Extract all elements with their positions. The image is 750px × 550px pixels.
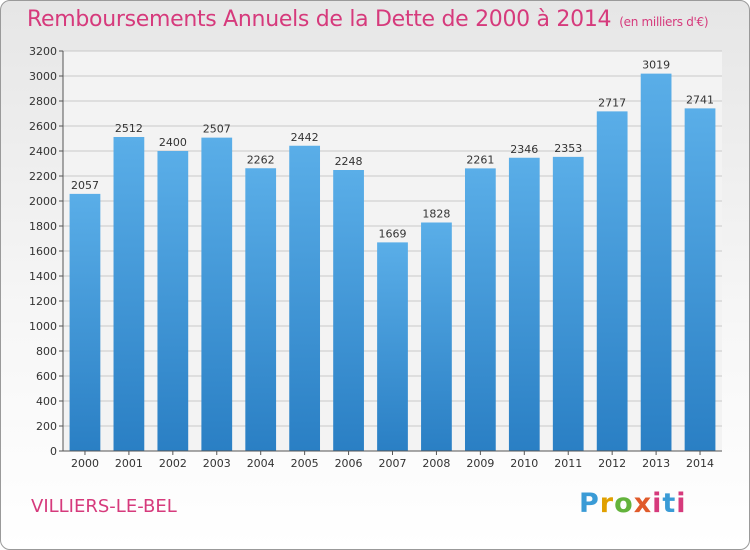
bar: [421, 222, 452, 451]
logo-letter: t: [662, 488, 677, 519]
bar: [508, 157, 540, 451]
logo-letter: i: [676, 488, 687, 519]
y-tick-label: 400: [36, 395, 57, 408]
bar: [289, 145, 321, 451]
y-tick-label: 2600: [29, 120, 57, 133]
y-tick-label: 1400: [29, 270, 57, 283]
bar: [201, 137, 233, 451]
bar: [113, 137, 145, 451]
bar: [640, 73, 672, 451]
y-tick-label: 0: [50, 445, 57, 458]
proxiti-logo: Proxiti: [579, 488, 687, 519]
data-label: 1828: [422, 208, 450, 221]
data-label: 2442: [291, 131, 319, 144]
data-label: 2057: [71, 179, 99, 192]
bar: [69, 193, 101, 451]
x-tick-label: 2008: [422, 457, 450, 470]
x-tick-label: 2012: [598, 457, 626, 470]
data-label: 2400: [159, 136, 187, 149]
x-tick-label: 2013: [642, 457, 670, 470]
logo-letter: o: [614, 488, 634, 519]
bar: [684, 108, 716, 451]
logo-letter: i: [652, 488, 663, 519]
x-tick-label: 2007: [379, 457, 407, 470]
y-tick-label: 3200: [29, 45, 57, 58]
data-label: 2248: [335, 155, 363, 168]
y-tick-label: 600: [36, 370, 57, 383]
y-tick-label: 2200: [29, 170, 57, 183]
y-tick-label: 2400: [29, 145, 57, 158]
x-tick-label: 2001: [115, 457, 143, 470]
bar: [552, 156, 584, 451]
bar: [245, 168, 277, 451]
x-tick-label: 2014: [686, 457, 714, 470]
x-tick-label: 2006: [335, 457, 363, 470]
data-label: 2741: [686, 93, 714, 106]
data-label: 2717: [598, 96, 626, 109]
y-tick-label: 1600: [29, 245, 57, 258]
bar: [377, 242, 408, 451]
data-label: 2507: [203, 123, 231, 136]
y-tick-label: 800: [36, 345, 57, 358]
chart-title-text: Remboursements Annuels de la Dette de 20…: [27, 7, 612, 32]
x-tick-label: 2000: [71, 457, 99, 470]
y-tick-label: 2000: [29, 195, 57, 208]
x-tick-label: 2011: [554, 457, 582, 470]
bar: [157, 151, 189, 451]
x-tick-label: 2005: [291, 457, 319, 470]
city-name: VILLIERS-LE-BEL: [31, 496, 177, 517]
y-tick-label: 2800: [29, 95, 57, 108]
data-label: 2262: [247, 153, 275, 166]
data-label: 2261: [466, 153, 494, 166]
x-tick-label: 2004: [247, 457, 275, 470]
logo-letter: P: [579, 488, 600, 519]
y-tick-label: 1000: [29, 320, 57, 333]
y-tick-label: 1800: [29, 220, 57, 233]
x-tick-label: 2002: [159, 457, 187, 470]
y-tick-label: 1200: [29, 295, 57, 308]
logo-letter: x: [633, 488, 653, 519]
data-label: 1669: [379, 227, 407, 240]
chart-unit-note: (en milliers d'€): [619, 15, 709, 29]
x-tick-label: 2010: [510, 457, 538, 470]
bar: [464, 168, 496, 451]
y-tick-label: 3000: [29, 70, 57, 83]
data-label: 2353: [554, 142, 582, 155]
logo-letter: r: [599, 488, 615, 519]
x-tick-label: 2003: [203, 457, 231, 470]
chart-title: Remboursements Annuels de la Dette de 20…: [27, 7, 709, 32]
x-tick-label: 2009: [466, 457, 494, 470]
bar: [596, 111, 628, 451]
data-label: 2512: [115, 122, 143, 135]
y-tick-label: 200: [36, 420, 57, 433]
bar: [333, 170, 364, 451]
data-label: 2346: [510, 143, 538, 156]
data-label: 3019: [642, 59, 670, 72]
